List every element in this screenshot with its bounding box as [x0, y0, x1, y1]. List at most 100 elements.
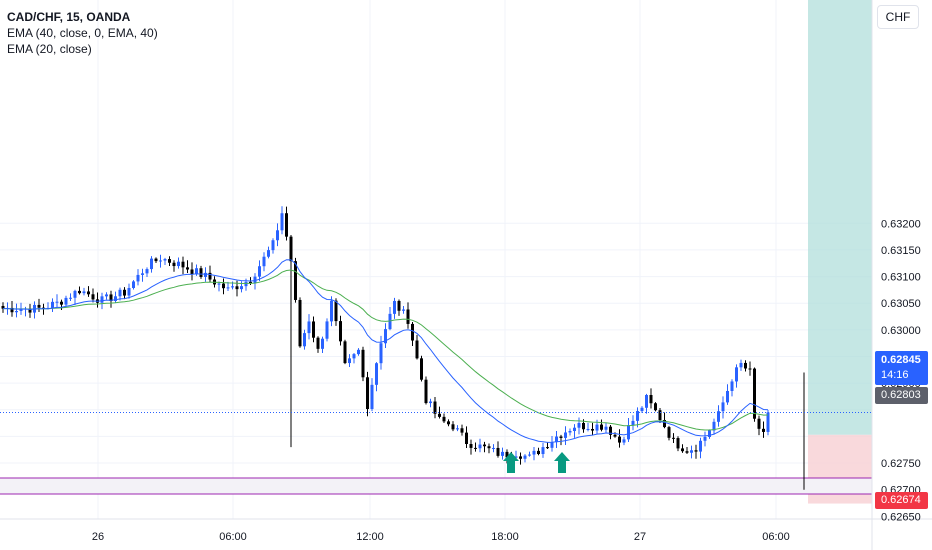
- candle-body: [681, 448, 684, 452]
- candle-body: [690, 450, 693, 453]
- candle-body: [73, 290, 77, 298]
- candle-body: [541, 447, 545, 455]
- candle-body: [244, 281, 248, 287]
- target-zone: [808, 0, 872, 435]
- x-tick-label: 06:00: [219, 531, 247, 543]
- candle-body: [384, 329, 387, 344]
- candle-body: [105, 294, 108, 297]
- buy-arrow-icon: [503, 452, 519, 473]
- candle-body: [762, 428, 765, 432]
- candle-body: [550, 442, 554, 448]
- candle-body: [321, 338, 324, 349]
- candle-body: [748, 368, 752, 370]
- ema40-line: [3, 269, 769, 431]
- y-tick-label: 0.63200: [881, 218, 921, 230]
- candle-body: [199, 268, 203, 277]
- candle-body: [123, 289, 126, 296]
- candle-body: [577, 422, 581, 428]
- candle-body: [280, 213, 284, 231]
- candle-body: [109, 294, 113, 301]
- candle-body: [456, 428, 459, 430]
- last-price-tag: 0.62845 14:16: [875, 351, 928, 385]
- candle-body: [91, 294, 95, 300]
- candle-body: [559, 436, 563, 438]
- candle-body: [442, 416, 446, 422]
- candle-body: [55, 301, 59, 303]
- candle-body: [100, 296, 104, 303]
- candle-body: [627, 425, 630, 440]
- candle-body: [258, 266, 261, 277]
- candle-body: [654, 403, 657, 411]
- ema20-legend[interactable]: EMA (20, close): [7, 42, 92, 56]
- candle-body: [420, 358, 423, 380]
- candle-body: [271, 240, 275, 251]
- candle-body: [217, 283, 221, 285]
- candle-body: [528, 454, 531, 456]
- stop-level-tag: 0.62803: [875, 387, 928, 404]
- candle-body: [658, 410, 662, 420]
- candle-body: [316, 337, 320, 349]
- candle-body: [501, 451, 504, 456]
- candle-body: [766, 412, 770, 432]
- candle-body: [159, 260, 162, 262]
- candle-body: [411, 323, 414, 341]
- candle-body: [307, 321, 311, 334]
- candle-body: [487, 446, 491, 449]
- candle-body: [622, 439, 626, 443]
- candle-body: [555, 436, 558, 443]
- candle-body: [334, 300, 338, 322]
- currency-button[interactable]: CHF: [877, 5, 919, 29]
- candle-body: [676, 438, 680, 449]
- candle-body: [600, 424, 603, 430]
- candle-body: [276, 230, 279, 241]
- signal-arrows: [503, 452, 570, 473]
- candle-body: [519, 456, 522, 459]
- candle-body: [145, 269, 149, 274]
- symbol-title[interactable]: CAD/CHF, 15, OANDA: [7, 10, 131, 24]
- candle-body: [631, 420, 635, 426]
- candle-body: [532, 450, 536, 455]
- y-tick-label: 0.63150: [881, 245, 921, 257]
- candle-body: [231, 286, 234, 288]
- candle-body: [730, 381, 734, 391]
- candle-body: [712, 421, 716, 431]
- grid: [0, 0, 872, 519]
- x-tick-label: 27: [634, 531, 646, 543]
- candle-body: [753, 368, 756, 419]
- candle-body: [208, 272, 212, 280]
- candle-body: [663, 419, 666, 428]
- candle-body: [127, 288, 131, 296]
- candle-body: [298, 299, 302, 347]
- candle-body: [514, 456, 518, 458]
- candle-body: [744, 362, 747, 369]
- candle-body: [204, 272, 207, 277]
- candle-body: [582, 422, 585, 430]
- candle-body: [717, 411, 720, 422]
- ema-lines: [3, 259, 769, 443]
- candle-body: [253, 276, 257, 284]
- low-level-tag: 0.62674: [875, 492, 928, 509]
- candle-body: [609, 426, 612, 435]
- candle-body: [496, 447, 500, 456]
- candle-body: [177, 261, 180, 267]
- candle-body: [10, 307, 14, 313]
- candle-body: [226, 287, 230, 289]
- candle-body: [64, 297, 68, 305]
- candle-body: [118, 289, 122, 297]
- ema40-legend[interactable]: EMA (40, close, 0, EMA, 40): [7, 26, 158, 40]
- candle-body: [240, 286, 243, 290]
- candle-body: [195, 268, 198, 275]
- candle-body: [235, 286, 239, 290]
- candle-body: [604, 426, 608, 430]
- candle-body: [505, 451, 509, 458]
- candle-body: [564, 432, 567, 438]
- candle-body: [51, 301, 54, 308]
- candle-body: [465, 432, 468, 445]
- candle-body: [87, 291, 90, 295]
- candle-body: [433, 401, 437, 414]
- candle-body: [469, 444, 473, 448]
- candle-body: [186, 267, 189, 270]
- candle-body: [60, 301, 63, 305]
